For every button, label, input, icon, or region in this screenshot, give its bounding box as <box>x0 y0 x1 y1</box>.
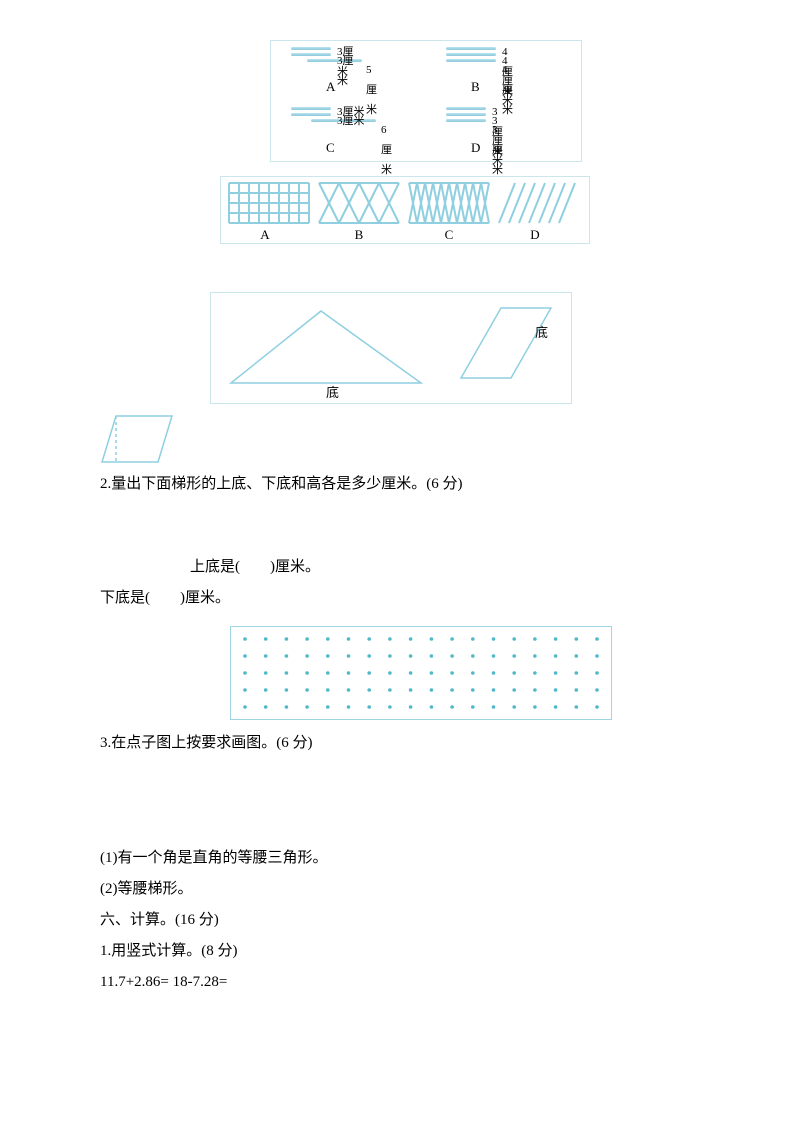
tri-para-svg: 底 底 <box>211 293 571 403</box>
hatch-figure: A B C D <box>220 176 590 244</box>
q2-bottomline: 下底是( )厘米。 <box>100 585 700 612</box>
side-label: 底 <box>535 325 548 340</box>
q2-text: 2.量出下面梯形的上底、下底和高各是多少厘米。(6 分) <box>100 471 700 498</box>
hatch-label: A <box>260 227 270 242</box>
page-body: 3厘米 3厘米 5厘米 A 4厘米 4厘米 4厘米 B 3厘米 3厘米 6厘米 … <box>0 0 800 1040</box>
trapezoid-figure <box>100 412 185 467</box>
stick-label: 3厘米 <box>337 112 365 132</box>
q3-text: 3.在点子图上按要求画图。(6 分) <box>100 730 700 757</box>
group-letter: B <box>471 75 480 98</box>
dot-grid-figure <box>230 626 612 720</box>
tri-para-figure: 底 底 <box>210 292 572 404</box>
hatch-label: D <box>530 227 539 242</box>
stick-label: 6厘米 <box>381 121 392 180</box>
section6-title: 六、计算。(16 分) <box>100 907 700 934</box>
section6-q1: 1.用竖式计算。(8 分) <box>100 938 700 965</box>
hatch-label: C <box>445 227 454 242</box>
q2-topline: 上底是( )厘米。 <box>190 554 700 581</box>
stick-label: 3厘米 <box>492 121 503 180</box>
section6-expr: 11.7+2.86= 18-7.28= <box>100 969 700 996</box>
group-letter: C <box>326 136 335 159</box>
stick-label: 3厘米 <box>337 52 362 92</box>
hatch-label: B <box>355 227 364 242</box>
base-label: 底 <box>326 385 339 400</box>
dot-grid-svg <box>231 627 611 719</box>
group-letter: A <box>326 75 335 98</box>
hatch-svg: A B C D <box>225 181 577 243</box>
stick-label: 4厘米 <box>502 61 513 120</box>
group-letter: D <box>471 136 480 159</box>
trapezoid-svg <box>100 412 185 467</box>
stick-diagram: 3厘米 3厘米 5厘米 A 4厘米 4厘米 4厘米 B 3厘米 3厘米 6厘米 … <box>270 40 582 162</box>
q3-sub2: (2)等腰梯形。 <box>100 876 700 903</box>
q3-sub1: (1)有一个角是直角的等腰三角形。 <box>100 845 700 872</box>
